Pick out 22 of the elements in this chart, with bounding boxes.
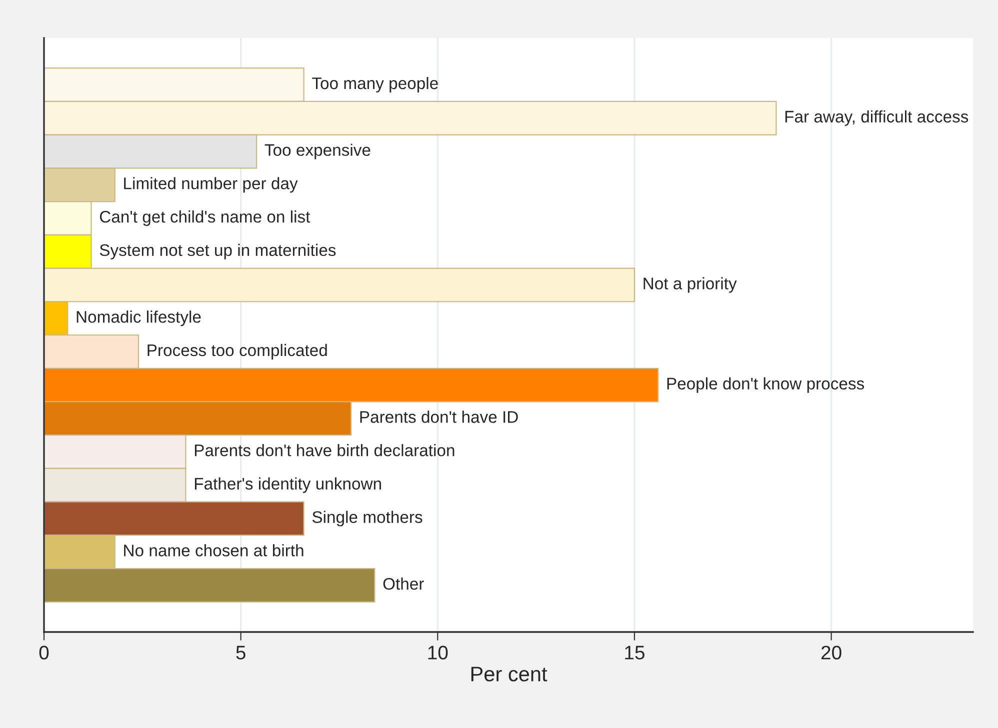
x-axis-title: Per cent: [471, 666, 548, 682]
x-tick-label: 0: [39, 646, 49, 660]
y-tick-label: Not a priority: [644, 277, 737, 293]
y-tick-label: Too expensive: [264, 144, 370, 160]
y-tick-label: Far away, difficult access: [785, 110, 968, 126]
x-tick-label: 20: [821, 646, 842, 660]
x-tick-label: 10: [428, 646, 448, 660]
y-tick-label: Limited number per day: [124, 177, 298, 193]
y-tick-label: Parents don't have ID: [360, 410, 518, 423]
y-tick-label: Process too complicated: [148, 344, 327, 360]
y-tick-label: Too many people: [312, 76, 438, 92]
y-tick-label: System not set up in maternities: [100, 244, 336, 260]
y-tick-label: Parents don't have birth declaration: [194, 444, 454, 456]
x-tick-label: 5: [236, 646, 246, 660]
y-tick-label: Father's identity unknown: [194, 477, 381, 493]
y-tick-label: Nomadic lifestyle: [76, 310, 201, 326]
y-tick-label: Other: [383, 578, 424, 590]
x-tick-label: 15: [625, 646, 644, 660]
y-tick-label: No name chosen at birth: [124, 544, 304, 556]
y-tick-label: People don't know process: [667, 377, 864, 393]
y-tick-label: Single mothers: [312, 510, 422, 526]
y-tick-label: Can't get child's name on list: [100, 210, 310, 226]
